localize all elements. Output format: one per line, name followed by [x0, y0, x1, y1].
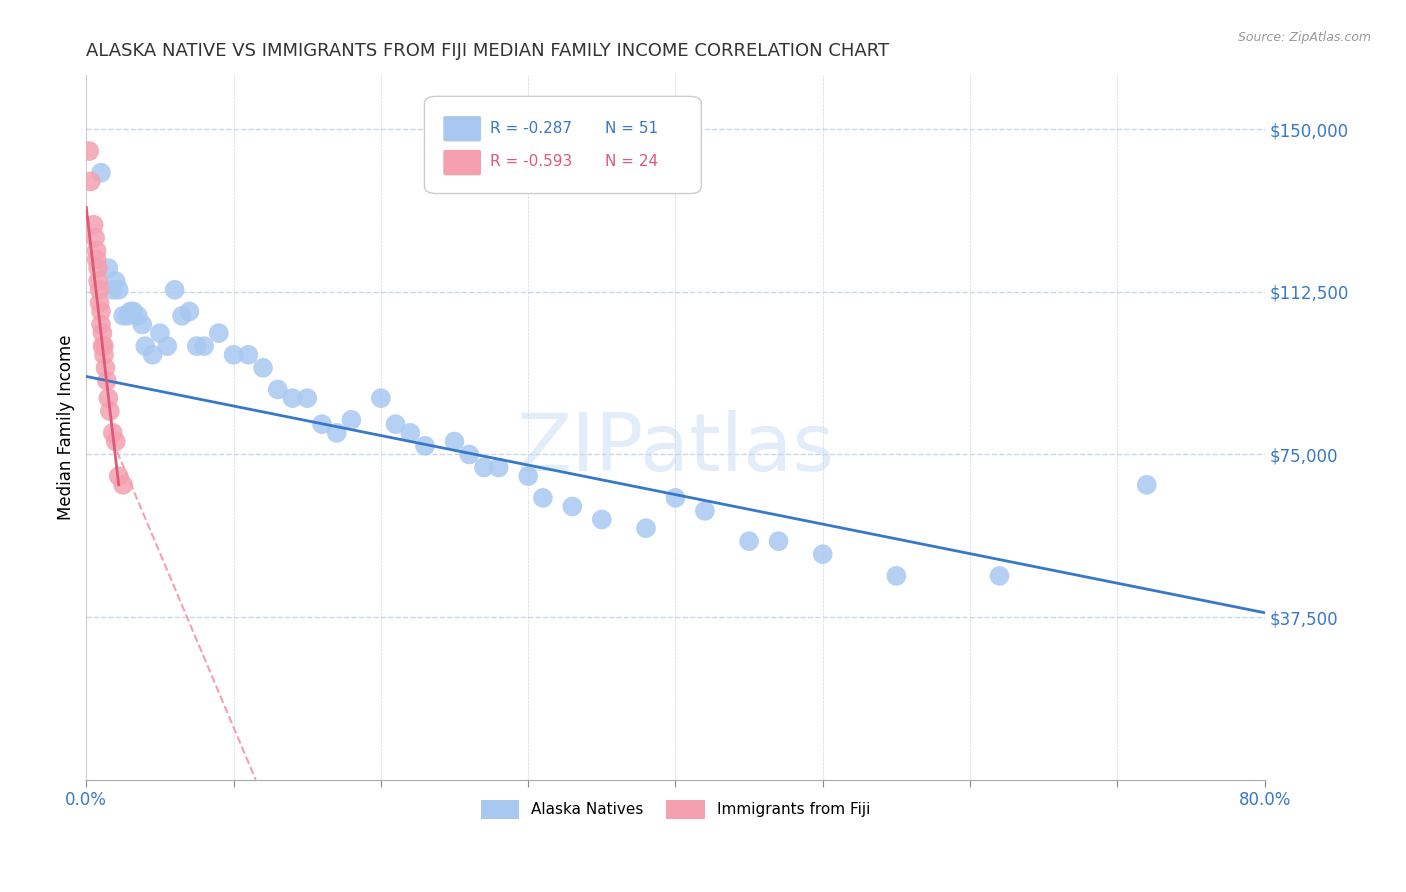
Y-axis label: Median Family Income: Median Family Income	[58, 334, 75, 520]
Point	[193, 339, 215, 353]
Point	[107, 469, 129, 483]
Point	[370, 391, 392, 405]
Point	[87, 261, 110, 276]
FancyBboxPatch shape	[443, 116, 481, 142]
Point	[89, 295, 111, 310]
Point	[693, 504, 716, 518]
Point	[561, 500, 583, 514]
Point	[156, 339, 179, 353]
Point	[112, 478, 135, 492]
Point	[1136, 478, 1159, 492]
Point	[90, 166, 112, 180]
Text: R = -0.593: R = -0.593	[491, 154, 572, 169]
Point	[107, 283, 129, 297]
Point	[517, 469, 540, 483]
Point	[97, 261, 120, 276]
Point	[134, 339, 156, 353]
Point	[90, 304, 112, 318]
FancyBboxPatch shape	[425, 96, 702, 194]
Point	[117, 309, 139, 323]
Point	[738, 534, 761, 549]
Point	[112, 309, 135, 323]
Text: ZIPatlas: ZIPatlas	[516, 409, 835, 488]
Point	[664, 491, 686, 505]
Text: N = 51: N = 51	[605, 120, 658, 136]
Point	[170, 309, 193, 323]
Point	[96, 374, 118, 388]
Point	[281, 391, 304, 405]
Text: R = -0.287: R = -0.287	[491, 120, 572, 136]
Point	[163, 283, 186, 297]
Text: ALASKA NATIVE VS IMMIGRANTS FROM FIJI MEDIAN FAMILY INCOME CORRELATION CHART: ALASKA NATIVE VS IMMIGRANTS FROM FIJI ME…	[86, 42, 890, 60]
Point	[149, 326, 172, 340]
Point	[86, 244, 108, 258]
Point	[101, 425, 124, 440]
Point	[142, 348, 165, 362]
Point	[458, 448, 481, 462]
Point	[531, 491, 554, 505]
Point	[91, 339, 114, 353]
Point	[238, 348, 260, 362]
Point	[179, 304, 201, 318]
Point	[988, 569, 1011, 583]
Point	[325, 425, 347, 440]
Point	[186, 339, 208, 353]
Point	[768, 534, 790, 549]
Point	[93, 348, 115, 362]
Point	[84, 231, 107, 245]
Point	[591, 512, 613, 526]
Point	[90, 318, 112, 332]
Point	[86, 252, 108, 267]
Point	[104, 434, 127, 449]
Point	[297, 391, 319, 405]
Point	[83, 218, 105, 232]
Point	[488, 460, 510, 475]
Point	[97, 391, 120, 405]
FancyBboxPatch shape	[443, 150, 481, 175]
Text: N = 24: N = 24	[605, 154, 658, 169]
Point	[267, 383, 290, 397]
Point	[811, 547, 834, 561]
Legend: Alaska Natives, Immigrants from Fiji: Alaska Natives, Immigrants from Fiji	[475, 794, 876, 825]
Point	[252, 360, 274, 375]
Point	[93, 339, 115, 353]
Point	[208, 326, 231, 340]
Point	[472, 460, 495, 475]
Point	[131, 318, 153, 332]
Point	[104, 274, 127, 288]
Point	[89, 283, 111, 297]
Point	[886, 569, 908, 583]
Point	[77, 144, 100, 158]
Point	[127, 309, 149, 323]
Point	[94, 360, 117, 375]
Point	[311, 417, 333, 432]
Point	[98, 404, 121, 418]
Point	[91, 326, 114, 340]
Point	[87, 274, 110, 288]
Text: Source: ZipAtlas.com: Source: ZipAtlas.com	[1237, 31, 1371, 45]
Point	[399, 425, 422, 440]
Point	[80, 174, 103, 188]
Point	[122, 304, 145, 318]
Point	[413, 439, 436, 453]
Point	[384, 417, 406, 432]
Point	[120, 304, 142, 318]
Point	[443, 434, 465, 449]
Point	[634, 521, 657, 535]
Point	[101, 283, 124, 297]
Point	[222, 348, 245, 362]
Point	[340, 413, 363, 427]
